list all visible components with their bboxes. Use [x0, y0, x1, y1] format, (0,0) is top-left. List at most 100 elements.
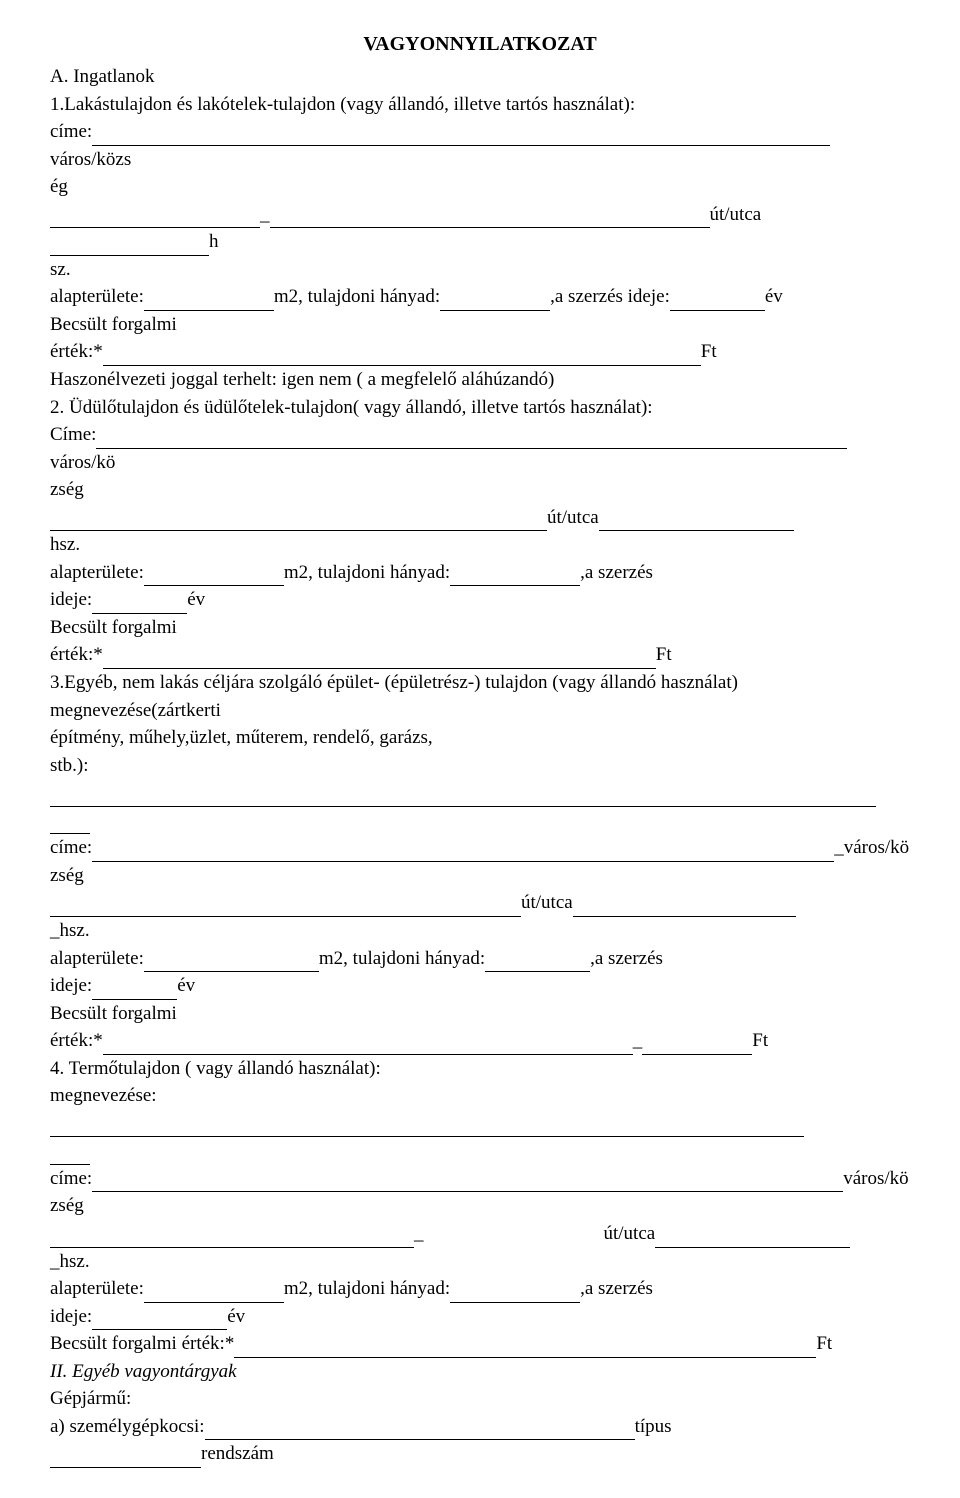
rendszam-line: rendszám	[50, 1440, 910, 1468]
item2-cime-line: Címe: város/kö	[50, 421, 910, 476]
label-varos: város/közs	[50, 149, 131, 170]
item3-ut-line: út/utca	[50, 889, 910, 917]
page-title: VAGYONNYILATKOZAT	[50, 30, 910, 59]
item3-heading: 3.Egyéb, nem lakás céljára szolgáló épül…	[50, 669, 910, 697]
item1-haszon: Haszonélvezeti joggal terhelt: igen nem …	[50, 366, 910, 394]
item1-ertek-line: érték:*Ft	[50, 338, 910, 366]
item3-meg2: építmény, műhely,üzlet, műterem, rendelő…	[50, 724, 910, 752]
section-a: A. Ingatlanok	[50, 63, 910, 91]
item4-ideje-line: ideje: év	[50, 1303, 910, 1331]
label-ut3: út/utca	[521, 892, 573, 913]
item3-ideje-line: ideje:év	[50, 972, 910, 1000]
item3-meg1: megnevezése(zártkerti	[50, 697, 910, 725]
blank-ideje2[interactable]	[92, 594, 187, 614]
blank-ut3b[interactable]	[573, 897, 796, 917]
item1-cime-line: címe:város/közs	[50, 118, 910, 173]
item1-eg: ég	[50, 173, 910, 201]
item2-heading: 2. Üdülőtulajdon és üdülőtelek-tulajdon(…	[50, 394, 910, 422]
blank-cime2[interactable]	[96, 429, 847, 449]
label-stb: stb.):	[50, 755, 89, 776]
label-h: h	[209, 231, 219, 252]
label-ft3: Ft	[752, 1030, 768, 1051]
label-ev2: év	[187, 589, 205, 610]
label-ertek2: érték:*	[50, 644, 103, 665]
blank-meg4[interactable]	[50, 1117, 804, 1137]
blank-ertek[interactable]	[103, 346, 701, 366]
label-cime3: címe:	[50, 837, 92, 858]
blank-hany2[interactable]	[450, 566, 580, 586]
blank-cime[interactable]	[92, 126, 830, 146]
blank-pre-ut[interactable]	[50, 208, 260, 228]
item3-cime-line: címe: _város/kö	[50, 834, 910, 862]
label-ft: Ft	[701, 341, 717, 362]
item2-ertek-line: érték:* Ft	[50, 641, 910, 669]
blank-rendszam[interactable]	[50, 1448, 201, 1468]
label-szerzes3: ,a szerzés	[590, 948, 663, 969]
label-alap2: alapterülete:	[50, 562, 144, 583]
blank-cime3[interactable]	[92, 842, 834, 862]
blank-hanyad[interactable]	[440, 291, 550, 311]
blank-ertek3a[interactable]	[103, 1035, 633, 1055]
blank-becsult4[interactable]	[234, 1338, 816, 1358]
blank-stb[interactable]	[50, 787, 876, 807]
item4-hsz: _hsz.	[50, 1248, 910, 1276]
blank-h[interactable]	[50, 236, 209, 256]
item4-meg-line: megnevezése:	[50, 1082, 910, 1137]
blank-ut4b[interactable]	[655, 1228, 850, 1248]
label-ft2: Ft	[656, 644, 672, 665]
blank-ertek2[interactable]	[103, 649, 656, 669]
blank-alap2[interactable]	[144, 566, 284, 586]
label-m23: m2, tulajdoni hányad:	[319, 948, 485, 969]
label-varos3: _város/kö	[834, 837, 909, 858]
item2-becsult: Becsült forgalmi	[50, 614, 910, 642]
label-rendszam: rendszám	[201, 1443, 274, 1464]
section-2: II. Egyéb vagyontárgyak	[50, 1358, 910, 1386]
label-meg4: megnevezése:	[50, 1085, 157, 1106]
blank-stb2[interactable]	[50, 814, 90, 834]
item4-heading: 4. Termőtulajdon ( vagy állandó használa…	[50, 1055, 910, 1083]
item2-ut-line: út/utca	[50, 504, 910, 532]
item3-zseg: zség	[50, 862, 910, 890]
label-cime2: Címe:	[50, 424, 96, 445]
item3-ertek-line: érték:*_Ft	[50, 1027, 910, 1055]
gep-a-line: a) személygépkocsi:típus	[50, 1413, 910, 1441]
blank-ut4a[interactable]	[50, 1228, 414, 1248]
item3-alap-line: alapterülete: m2, tulajdoni hányad: ,a sze…	[50, 945, 910, 973]
blank-ut2b[interactable]	[599, 511, 794, 531]
label-tipus: típus	[635, 1416, 672, 1437]
label-szerzes2: ,a szerzés	[580, 562, 653, 583]
blank-ut3a[interactable]	[50, 897, 521, 917]
label-cime4: címe:	[50, 1168, 92, 1189]
blank-ut2a[interactable]	[50, 511, 547, 531]
item4-ut-line: _út/utca	[50, 1220, 910, 1248]
blank-hany3[interactable]	[485, 952, 590, 972]
blank-ertek3b[interactable]	[642, 1035, 752, 1055]
label-ertek3: érték:*	[50, 1030, 103, 1051]
blank-alap3[interactable]	[144, 952, 319, 972]
blank-cime4[interactable]	[92, 1172, 843, 1192]
blank-szerzes[interactable]	[670, 291, 765, 311]
label-alap4: alapterülete:	[50, 1278, 144, 1299]
item4-alap-line: alapterülete:m2, tulajdoni hányad:,a sze…	[50, 1275, 910, 1303]
blank-gep[interactable]	[205, 1420, 635, 1440]
label-ideje2: ideje:	[50, 589, 92, 610]
label-varos4: város/kö	[843, 1168, 908, 1189]
blank-ideje3[interactable]	[92, 980, 177, 1000]
blank-ideje4[interactable]	[92, 1310, 227, 1330]
item1-heading: 1.Lakástulajdon és lakótelek-tulajdon (v…	[50, 91, 910, 119]
label-alap3: alapterülete:	[50, 948, 144, 969]
blank-alap4[interactable]	[144, 1283, 284, 1303]
label-ev4: év	[227, 1306, 245, 1327]
label-ideje3: ideje:	[50, 975, 92, 996]
blank-meg4b[interactable]	[50, 1145, 90, 1165]
label-ut2: út/utca	[547, 507, 599, 528]
blank-ut[interactable]	[270, 208, 710, 228]
label-szerzes4: ,a szerzés	[580, 1278, 653, 1299]
blank-hany4[interactable]	[450, 1283, 580, 1303]
item1-becsult: Becsült forgalmi	[50, 311, 910, 339]
item1-alap-line: alapterülete:m2, tulajdoni hányad:,a sze…	[50, 283, 910, 311]
blank-alap[interactable]	[144, 291, 274, 311]
label-ideje4: ideje:	[50, 1306, 92, 1327]
label-varos2: város/kö	[50, 452, 115, 473]
label-becsult4: Becsült forgalmi érték:*	[50, 1333, 234, 1354]
